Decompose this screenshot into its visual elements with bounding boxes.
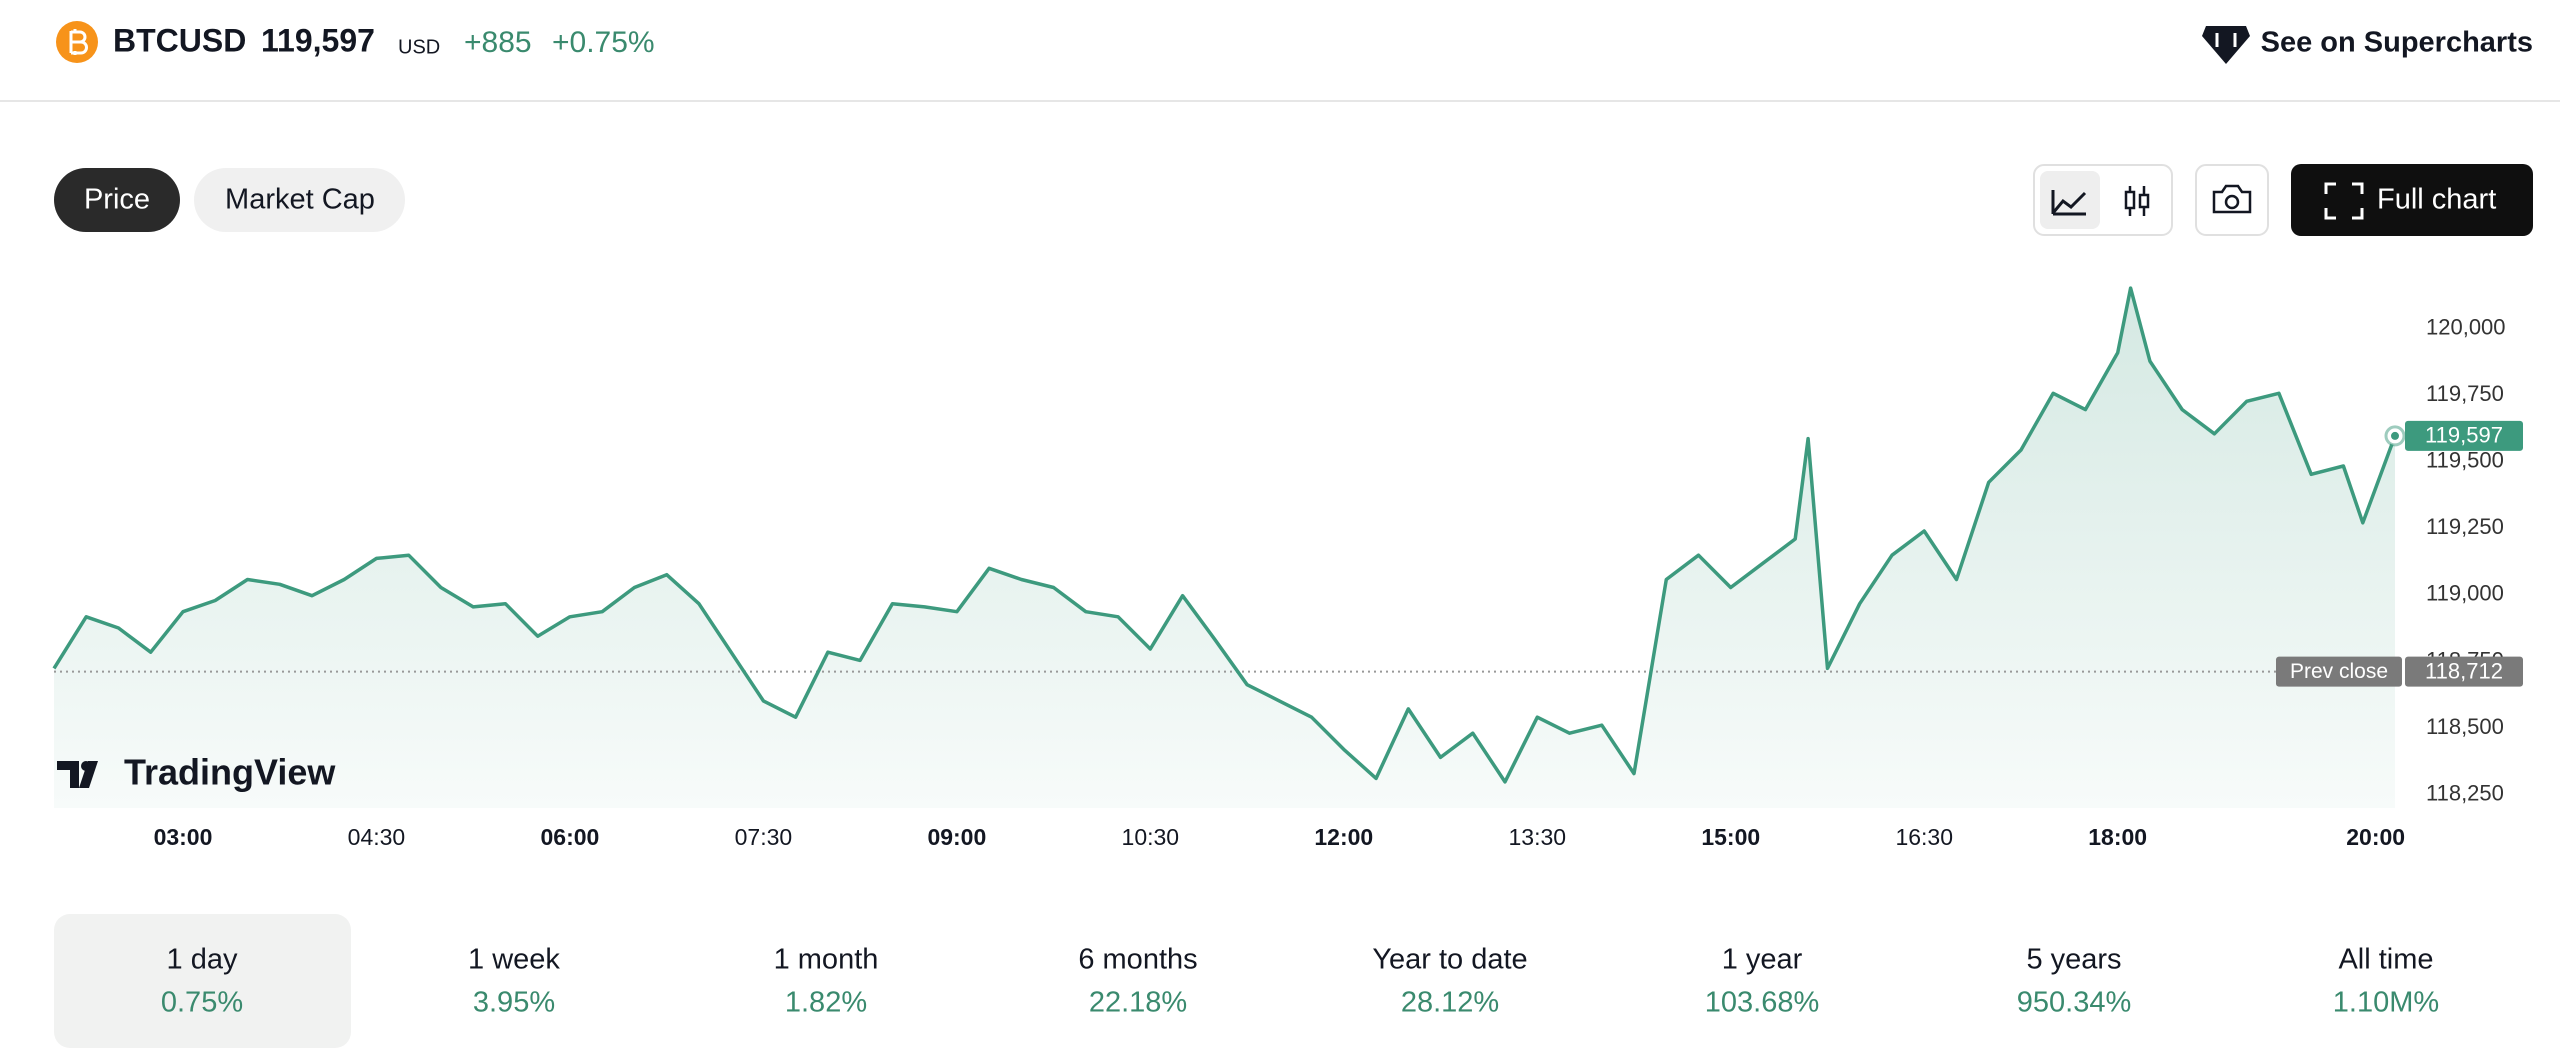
period[interactable]: All time 1.10M% (2333, 944, 2439, 1019)
currency: USD (398, 36, 440, 58)
last-point (2391, 431, 2399, 440)
y-tick-label: 119,000 (2426, 581, 2504, 606)
period-change: 950.34% (2017, 987, 2132, 1019)
expand-icon (2324, 182, 2364, 220)
button-bg (2195, 164, 2269, 236)
period-change: 0.75% (161, 987, 243, 1019)
candle-body (2124, 190, 2136, 210)
period-change: 28.12% (1401, 987, 1499, 1019)
change: +885 (464, 26, 532, 59)
y-tick-label: 118,250 (2426, 780, 2504, 805)
prev-close-value-tag (2405, 656, 2523, 687)
period-change: 22.18% (1089, 987, 1187, 1019)
button-bg (2040, 171, 2100, 229)
price: 119,597 (261, 22, 375, 58)
period[interactable]: 1 day 0.75% (54, 914, 351, 1048)
period[interactable]: 6 months 22.18% (1078, 944, 1197, 1019)
tab-label: Price (84, 184, 150, 216)
watermark-logo-dot (81, 761, 91, 771)
x-tick-label: 18:00 (2088, 824, 2147, 850)
camera-icon (2212, 184, 2252, 214)
tab-bg (54, 168, 180, 232)
tab-bg (194, 168, 405, 232)
supercharts-text: See on Supercharts (2261, 27, 2533, 59)
period-selected-bg (54, 914, 351, 1048)
x-tick-label: 04:30 (348, 824, 406, 850)
x-tick-label: 15:00 (1701, 824, 1760, 850)
y-tick-label: 119,250 (2426, 514, 2504, 539)
period-change: 3.95% (473, 987, 555, 1019)
y-tick-label: 119,500 (2426, 448, 2504, 473)
period-change: 1.82% (785, 987, 867, 1019)
area (54, 288, 2395, 809)
period-label: All time (2338, 944, 2433, 976)
x-tick-label: 06:00 (541, 824, 600, 850)
line-icon (2051, 190, 2087, 216)
y-tick-label: 120,000 (2426, 314, 2506, 339)
prev-close-label: Prev close (2290, 660, 2388, 683)
period-label: Year to date (1372, 944, 1527, 976)
y-tick-label: 119,750 (2426, 381, 2504, 406)
prev-close-value: 118,712 (2425, 658, 2503, 683)
period[interactable]: 1 week 3.95% (468, 944, 560, 1019)
period[interactable]: 1 year 103.68% (1705, 944, 1820, 1019)
last-price-label: 119,597 (2425, 423, 2503, 448)
x-tick-label: 03:00 (154, 824, 213, 850)
snapshot-button[interactable] (2195, 164, 2269, 236)
button-bg (2291, 164, 2533, 236)
period-label: 1 month (774, 944, 879, 976)
x-tick-label: 10:30 (1122, 824, 1180, 850)
x-tick-label: 09:00 (927, 824, 986, 850)
period-label: 6 months (1078, 944, 1197, 976)
x-tick-label: 16:30 (1895, 824, 1953, 850)
x-tick-label: 12:00 (1314, 824, 1373, 850)
supercharts-icon (2202, 26, 2250, 64)
period-label: 5 years (2026, 944, 2121, 976)
period-change: 1.10M% (2333, 987, 2439, 1019)
plot: 118,250118,500118,750119,000119,250119,5… (52, 286, 2523, 850)
line (52, 286, 2397, 784)
prev-close-tag (2276, 656, 2402, 687)
period[interactable]: Year to date 28.12% (1372, 944, 1527, 1019)
full-chart-button[interactable]: Full chart (2291, 164, 2533, 236)
tab-market-cap[interactable]: Market Cap (194, 168, 405, 232)
x-tick-label: 13:30 (1508, 824, 1566, 850)
watermark: TradingView (57, 752, 336, 793)
last-price-tag (2405, 420, 2523, 451)
line-style-button[interactable] (2040, 171, 2100, 229)
period-row: 1 day 0.75% 1 week 3.95% 1 month 1.82% 6 month… (54, 914, 2439, 1048)
symbol: BTCUSD (113, 22, 246, 58)
candle-style-button[interactable] (2124, 186, 2150, 216)
candle-body (2138, 193, 2150, 209)
y-tick-label: 118,500 (2426, 714, 2504, 739)
x-tick-label: 20:00 (2346, 824, 2405, 850)
tab-label: Market Cap (225, 184, 375, 216)
period-change: 103.68% (1705, 987, 1820, 1019)
period[interactable]: 1 month 1.82% (774, 944, 879, 1019)
period[interactable]: 5 years 950.34% (2017, 944, 2132, 1019)
watermark-text: TradingView (124, 752, 336, 793)
supercharts-link[interactable]: See on Supercharts (2202, 26, 2533, 64)
tab-price[interactable]: Price (54, 168, 180, 232)
period-label: 1 day (167, 944, 238, 976)
camera-lens (2224, 194, 2240, 210)
period-label: 1 year (1722, 944, 1803, 976)
header: BTCUSD 119,597 USD +885 +0.75% See on Su… (0, 21, 2560, 102)
change-percent: +0.75% (552, 26, 655, 59)
button-label: Full chart (2377, 184, 2496, 216)
x-tick-label: 07:30 (735, 824, 793, 850)
supercharts-icon-detail (2215, 33, 2237, 47)
period-label: 1 week (468, 944, 560, 976)
coin-glyph (69, 29, 88, 55)
